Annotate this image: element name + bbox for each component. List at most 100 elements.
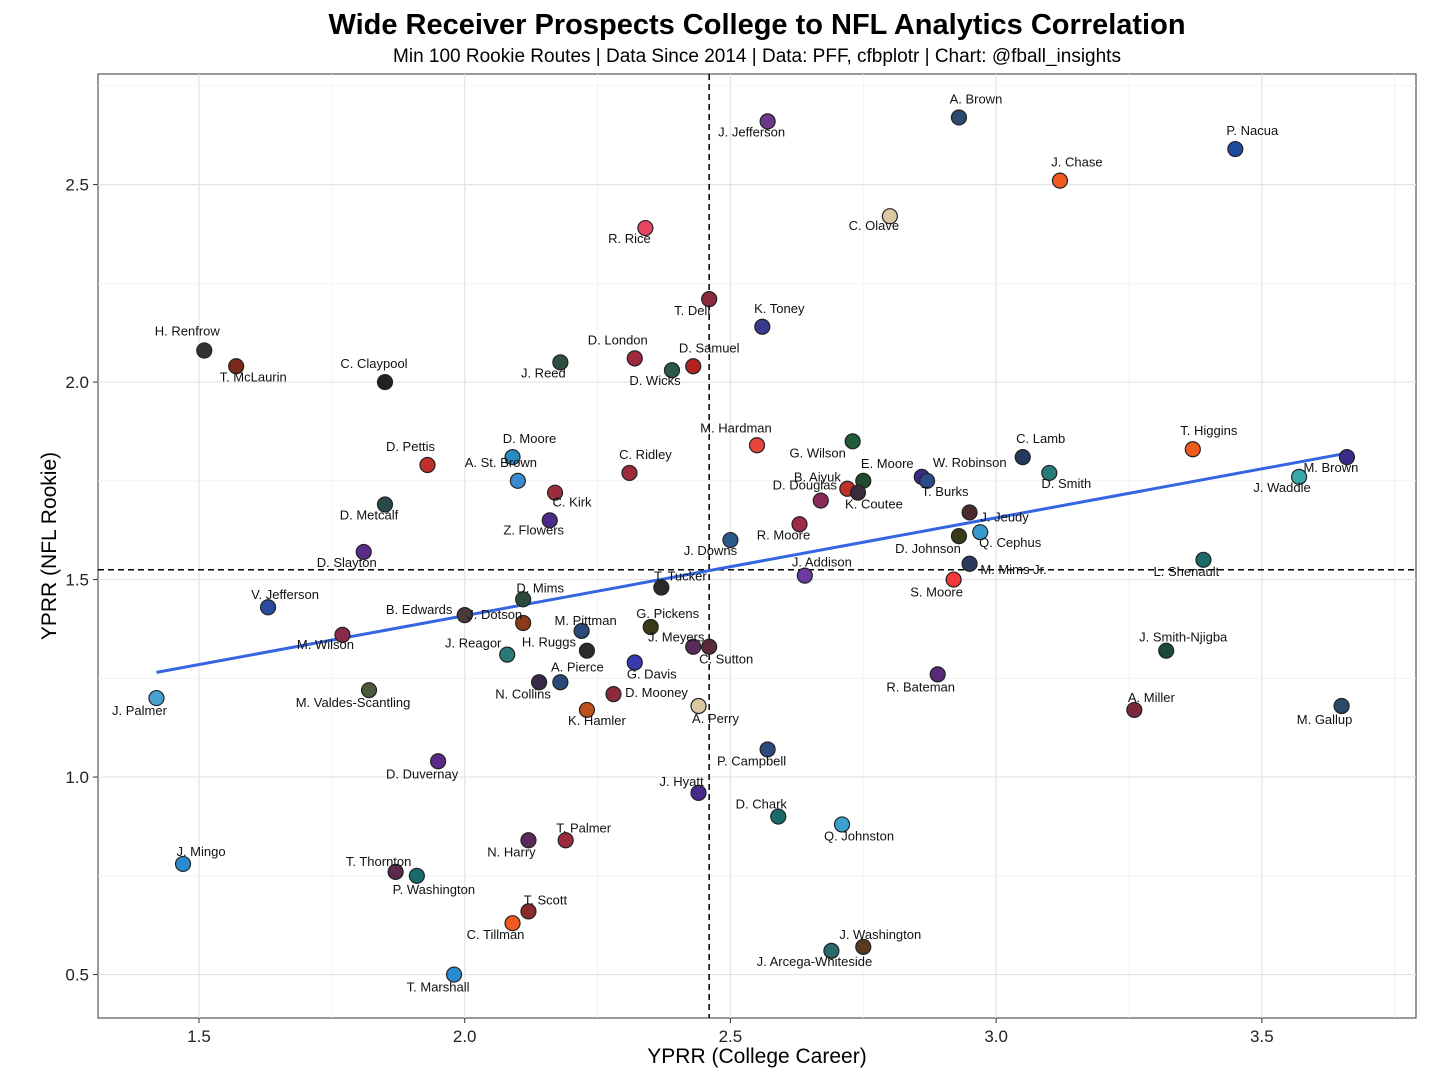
point-label: R. Moore [757, 527, 810, 542]
data-point-m-valdes-scantling [360, 682, 378, 699]
point-label: D. Samuel [679, 340, 740, 355]
point-label: J. Mingo [176, 844, 225, 859]
data-point-h-renfrow [196, 342, 213, 359]
point-label: D. Slayton [317, 555, 377, 570]
point-label: R. Rice [608, 231, 651, 246]
point-label: M. Pittman [555, 613, 617, 628]
data-point-k-coutee [849, 484, 867, 501]
point-label: N. Collins [495, 686, 551, 701]
point-label: T. Marshall [407, 980, 470, 995]
point-label: N. Harry [487, 844, 536, 859]
point-label: D. Smith [1041, 476, 1091, 491]
data-point-d-wicks [663, 362, 681, 379]
point-label: D. Duvernay [386, 766, 459, 781]
data-point-d-mims [515, 591, 532, 608]
data-point-j-dotson [456, 607, 473, 624]
data-point-d-metcalf [376, 496, 394, 513]
point-label: J. Arcega-Whiteside [757, 954, 873, 969]
point-label: D. Wicks [629, 373, 681, 388]
data-point-d-duvernay [430, 753, 447, 770]
data-point-m-mims-jr [961, 555, 978, 572]
point-label: D. Johnson [895, 541, 961, 556]
data-point-t-scott [520, 903, 537, 920]
data-point-j-jefferson [759, 113, 776, 130]
point-label: C. Olave [849, 218, 900, 233]
data-point-m-hardman [748, 437, 766, 454]
y-tick-label: 2.0 [65, 373, 89, 392]
data-point-g-pickens [642, 618, 659, 636]
y-tick-label: 0.5 [65, 966, 89, 985]
point-label: A. Perry [692, 711, 739, 726]
point-label: G. Wilson [789, 445, 845, 460]
point-label: W. Robinson [933, 455, 1007, 470]
point-label: P. Nacua [1226, 123, 1279, 138]
data-point-d-pettis [419, 456, 436, 474]
data-point-l-shenault [1195, 551, 1212, 568]
plot-panel [97, 73, 1417, 1019]
x-axis-title: YPRR (College Career) [647, 1045, 866, 1068]
data-point-m-pittman [573, 622, 590, 640]
grid-lines [98, 74, 1416, 1018]
point-label: T. Burks [922, 484, 969, 499]
point-label: T. Dell [674, 303, 710, 318]
data-point-q-johnston [833, 816, 851, 833]
x-tick-label: 3.5 [1250, 1027, 1274, 1046]
point-label: J. Reed [521, 365, 566, 380]
point-label: J. Waddle [1253, 480, 1310, 495]
data-point-g-davis [626, 654, 643, 671]
data-point-g-wilson [844, 433, 861, 450]
data-point-j-arcega-whiteside [823, 942, 840, 959]
data-point-d-douglas [812, 492, 829, 509]
point-label: M. Valdes-Scantling [296, 695, 411, 710]
data-point-d-moore [504, 449, 521, 466]
data-point-a-miller [1126, 701, 1143, 719]
data-point-c-tillman [504, 915, 521, 932]
x-tick-label: 2.0 [453, 1027, 477, 1046]
point-label: M. Hardman [700, 420, 772, 435]
data-point-c-sutton [701, 638, 718, 655]
point-label: L. Shenault [1154, 564, 1220, 579]
point-label: A. Brown [950, 91, 1003, 106]
point-label: H. Ruggs [522, 635, 577, 650]
point-label: T. Thornton [346, 854, 412, 869]
point-label: D. Mooney [625, 685, 688, 700]
data-point-j-washington [855, 938, 872, 956]
point-label: J. Jefferson [718, 124, 785, 139]
point-label: D. Moore [503, 431, 556, 446]
data-point-p-nacua [1227, 140, 1244, 158]
point-label: J. Addison [792, 555, 852, 570]
data-point-c-olave [881, 208, 898, 225]
data-point-c-kirk [546, 484, 564, 501]
reference-lines [98, 74, 1416, 1018]
point-label: M. Brown [1303, 460, 1358, 475]
data-point-j-chase [1051, 172, 1069, 189]
data-point-d-johnson [950, 528, 968, 545]
point-label: A. Miller [1128, 690, 1176, 705]
data-point-r-bateman [929, 666, 946, 683]
point-label: C. Sutton [699, 652, 753, 667]
data-point-q-cephus [972, 524, 989, 541]
point-label: V. Jefferson [251, 587, 319, 602]
data-point-t-palmer [557, 832, 574, 849]
data-point-j-smith-njigba [1158, 642, 1175, 659]
point-label: G. Pickens [636, 606, 699, 621]
point-label: C. Lamb [1016, 431, 1065, 446]
point-label: M. Wilson [297, 637, 354, 652]
data-point-d-slayton [355, 543, 372, 561]
point-label: K. Hamler [568, 713, 626, 728]
data-point-k-hamler [578, 701, 596, 719]
point-label: J. Dotson [467, 607, 522, 622]
chart-subtitle: Min 100 Rookie Routes | Data Since 2014 … [393, 46, 1121, 67]
point-label: J. Chase [1051, 155, 1102, 170]
point-label: J. Reagor [445, 636, 502, 651]
point-label: C. Ridley [619, 447, 672, 462]
y-tick-label: 1.0 [65, 768, 89, 787]
data-point-t-marshall [445, 966, 463, 983]
data-point-j-reagor [499, 646, 516, 663]
data-point-s-moore [945, 571, 962, 588]
data-point-v-jefferson [259, 599, 277, 616]
point-label: B. Aiyuk [794, 470, 841, 485]
data-point-c-claypool [376, 373, 394, 391]
data-point-a-pierce [552, 674, 569, 691]
